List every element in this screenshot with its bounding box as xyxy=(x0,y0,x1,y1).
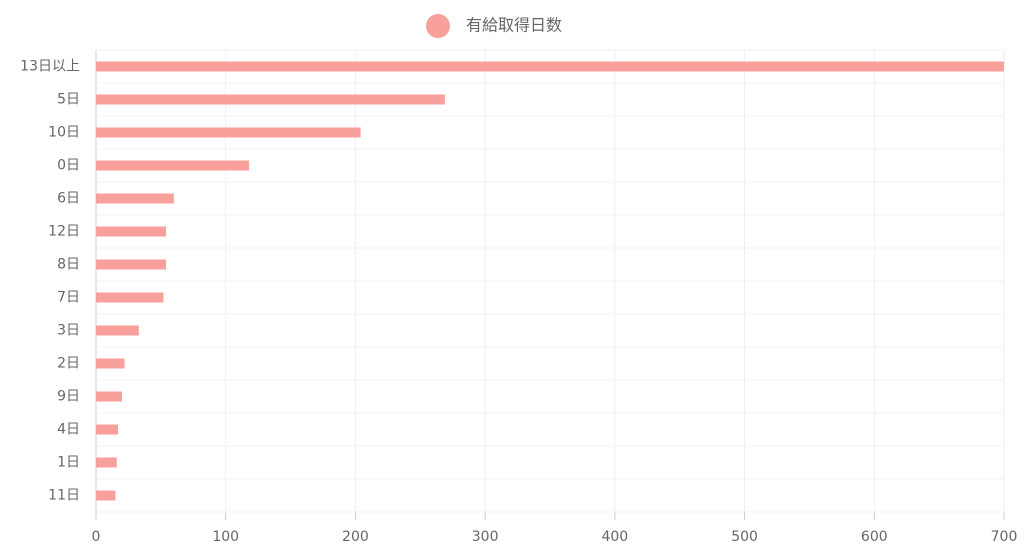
y-tick-label: 6日 xyxy=(57,191,80,207)
y-tick-label: 9日 xyxy=(57,389,80,405)
x-tick-label: 0 xyxy=(92,529,101,545)
bar xyxy=(96,226,167,237)
y-tick-label: 4日 xyxy=(57,422,80,438)
y-tick-label: 11日 xyxy=(48,488,80,504)
y-tick-label: 0日 xyxy=(57,158,80,174)
bar xyxy=(96,325,139,336)
x-tick-label: 200 xyxy=(342,529,369,545)
x-tick-label: 100 xyxy=(212,529,239,545)
bar xyxy=(96,358,125,369)
legend-label: 有給取得日数 xyxy=(466,16,562,35)
y-tick-label: 13日以上 xyxy=(20,59,80,75)
bar xyxy=(96,292,164,303)
bar xyxy=(96,127,361,138)
x-tick-label: 600 xyxy=(861,529,888,545)
y-tick-label: 8日 xyxy=(57,257,80,273)
bar xyxy=(96,160,250,171)
y-tick-label: 7日 xyxy=(57,290,80,306)
x-tick-label: 700 xyxy=(991,529,1018,545)
y-tick-label: 5日 xyxy=(57,92,80,108)
bar xyxy=(96,457,117,468)
y-tick-label: 12日 xyxy=(48,224,80,240)
bar xyxy=(96,193,174,204)
y-tick-label: 10日 xyxy=(48,125,80,141)
bar xyxy=(96,391,122,402)
y-tick-label: 2日 xyxy=(57,356,80,372)
x-tick-label: 400 xyxy=(601,529,628,545)
bar xyxy=(96,61,1004,72)
legend-swatch xyxy=(426,14,450,38)
bar xyxy=(96,490,116,501)
bar xyxy=(96,424,119,435)
x-tick-label: 500 xyxy=(731,529,758,545)
x-tick-label: 300 xyxy=(472,529,499,545)
bar xyxy=(96,94,445,105)
y-tick-label: 1日 xyxy=(57,455,80,471)
y-tick-label: 3日 xyxy=(57,323,80,339)
bar xyxy=(96,259,167,270)
